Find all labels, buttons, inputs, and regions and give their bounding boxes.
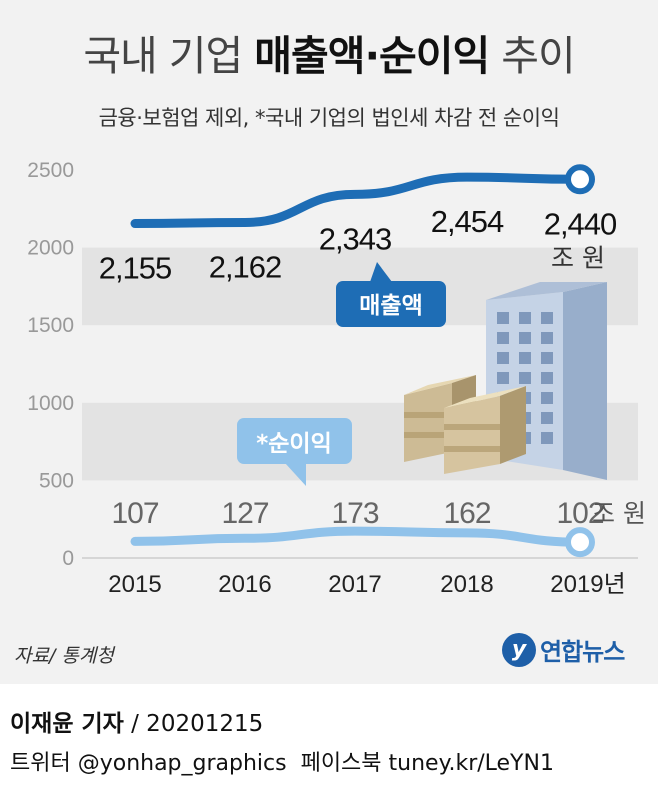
profit-callout-bubble [237, 418, 352, 464]
reporter-date: / 20201215 [123, 711, 264, 737]
x-axis-ticks: 2015 2016 2017 2018 2019년 [108, 571, 625, 598]
profit-data-label: 162 [443, 497, 490, 530]
y-axis-ticks: 0 500 1000 1500 2000 2500 [27, 159, 74, 570]
profit-data-label: 127 [221, 497, 268, 530]
building-window [541, 372, 553, 384]
revenue-line [130, 172, 585, 229]
building-window [519, 332, 531, 344]
y-tick-label: 2500 [27, 159, 74, 182]
building-side [563, 282, 607, 480]
building-window [541, 412, 553, 424]
revenue-callout-tail [370, 262, 392, 282]
building-window [497, 312, 509, 324]
building-window [497, 352, 509, 364]
building-window [541, 332, 553, 344]
y-tick-label: 1500 [27, 314, 74, 337]
office-building-and-money-stacks-icon [404, 282, 607, 480]
revenue-unit-label: 조 원 [551, 243, 605, 272]
title-part-1: 국내 기업 [83, 32, 255, 80]
profit-data-label: 107 [111, 497, 158, 530]
subtitle: 금융·보험업 제외, *국내 기업의 법인세 차감 전 순이익 [98, 106, 560, 130]
revenue-data-label: 2,440 [544, 206, 617, 241]
building-window [541, 352, 553, 364]
profit-line [130, 526, 585, 547]
social-links[interactable]: 트위터 @yonhap_graphics 페이스북 tuney.kr/LeYN1 [10, 751, 554, 776]
profit-callout: *순이익 [237, 418, 352, 486]
profit-callout-label: *순이익 [256, 431, 332, 457]
title-highlight: 매출액·순이익 [254, 32, 490, 80]
revenue-callout-label: 매출액 [359, 293, 422, 319]
yonhap-logo-icon: y [502, 632, 536, 667]
revenue-data-label: 2,162 [209, 249, 282, 284]
y-tick-label: 1000 [27, 392, 74, 415]
x-tick-label: 2016 [218, 571, 271, 598]
profit-end-marker [565, 527, 595, 558]
building-window [541, 392, 553, 404]
profit-unit-label: 조 원 [592, 499, 646, 528]
building-window [519, 312, 531, 324]
building-window [497, 372, 509, 384]
yonhap-logo: y 연합뉴스 [502, 632, 625, 667]
x-tick-label: 2019년 [550, 571, 625, 598]
revenue-callout-bubble [336, 281, 446, 327]
series-callouts: 매출액 *순이익 [237, 262, 446, 486]
page-title: 국내 기업 매출액·순이익 추이 [0, 22, 658, 82]
revenue-data-label: 2,155 [99, 251, 172, 286]
x-tick-label: 2018 [440, 571, 493, 598]
building-window [519, 372, 531, 384]
line-chart: 0 500 1000 1500 2000 2500 2,155 2,162 2,343 2,45… [27, 159, 646, 598]
building-window [497, 332, 509, 344]
reporter-line: 이재윤 기자 / 20201215 [10, 704, 263, 738]
revenue-end-marker [565, 164, 595, 195]
profit-callout-tail [285, 463, 306, 486]
profit-data-label: 102 [556, 497, 603, 530]
revenue-callout: 매출액 [336, 262, 446, 327]
source-note: 자료/ 통계청 [14, 645, 114, 667]
reporter-name: 이재윤 기자 [10, 711, 124, 737]
title-part-2: 추이 [489, 32, 575, 80]
building-window [541, 432, 553, 444]
y-tick-label: 0 [62, 547, 74, 570]
money-stack-right [444, 386, 526, 474]
x-tick-label: 2017 [328, 571, 381, 598]
yonhap-logo-text: 연합뉴스 [540, 638, 625, 666]
revenue-data-label: 2,454 [431, 204, 504, 239]
building-top [486, 282, 607, 300]
y-tick-label: 500 [39, 469, 74, 492]
x-tick-label: 2015 [108, 571, 161, 598]
y-tick-label: 2000 [27, 237, 74, 260]
building-window [519, 352, 531, 364]
building-window [541, 312, 553, 324]
revenue-data-label: 2,343 [319, 221, 392, 256]
profit-data-label: 173 [331, 497, 378, 530]
